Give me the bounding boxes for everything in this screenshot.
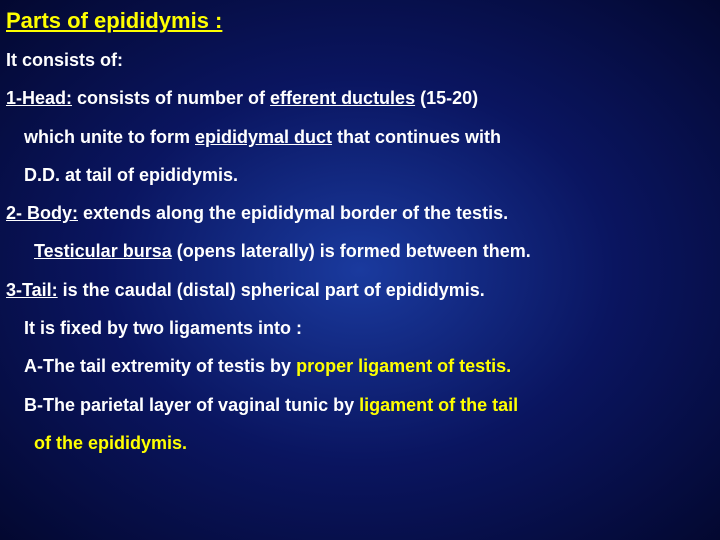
head-line-3: D.D. at tail of epididymis. bbox=[6, 163, 714, 187]
tail-label: 3-Tail: bbox=[6, 280, 58, 300]
bursa-text: (opens laterally) is formed between them… bbox=[172, 241, 531, 261]
head-text-1: consists of number of bbox=[72, 88, 270, 108]
body-label: 2- Body: bbox=[6, 203, 78, 223]
testicular-bursa: Testicular bursa bbox=[34, 241, 172, 261]
intro-line: It consists of: bbox=[6, 48, 714, 72]
body-text: extends along the epididymal border of t… bbox=[78, 203, 508, 223]
ligament-b-text: B-The parietal layer of vaginal tunic by bbox=[24, 395, 359, 415]
efferent-ductules: efferent ductules bbox=[270, 88, 415, 108]
head-text-2a: which unite to form bbox=[24, 127, 195, 147]
ligament-of-tail: ligament of the tail bbox=[359, 395, 518, 415]
slide-title: Parts of epididymis : bbox=[6, 8, 714, 34]
body-line-1: 2- Body: extends along the epididymal bo… bbox=[6, 201, 714, 225]
head-count: (15-20) bbox=[415, 88, 478, 108]
ligament-b-cont: of the epididymis. bbox=[6, 431, 714, 455]
epididymal-duct: epididymal duct bbox=[195, 127, 332, 147]
tail-text: is the caudal (distal) spherical part of… bbox=[58, 280, 485, 300]
ligament-a: A-The tail extremity of testis by proper… bbox=[6, 354, 714, 378]
proper-ligament: proper ligament of testis. bbox=[296, 356, 511, 376]
ligament-a-text: A-The tail extremity of testis by bbox=[24, 356, 296, 376]
head-label: 1-Head: bbox=[6, 88, 72, 108]
tail-line-2: It is fixed by two ligaments into : bbox=[6, 316, 714, 340]
ligament-b: B-The parietal layer of vaginal tunic by… bbox=[6, 393, 714, 417]
head-text-2b: that continues with bbox=[332, 127, 501, 147]
head-line-1: 1-Head: consists of number of efferent d… bbox=[6, 86, 714, 110]
body-line-2: Testicular bursa (opens laterally) is fo… bbox=[6, 239, 714, 263]
head-line-2: which unite to form epididymal duct that… bbox=[6, 125, 714, 149]
tail-line-1: 3-Tail: is the caudal (distal) spherical… bbox=[6, 278, 714, 302]
